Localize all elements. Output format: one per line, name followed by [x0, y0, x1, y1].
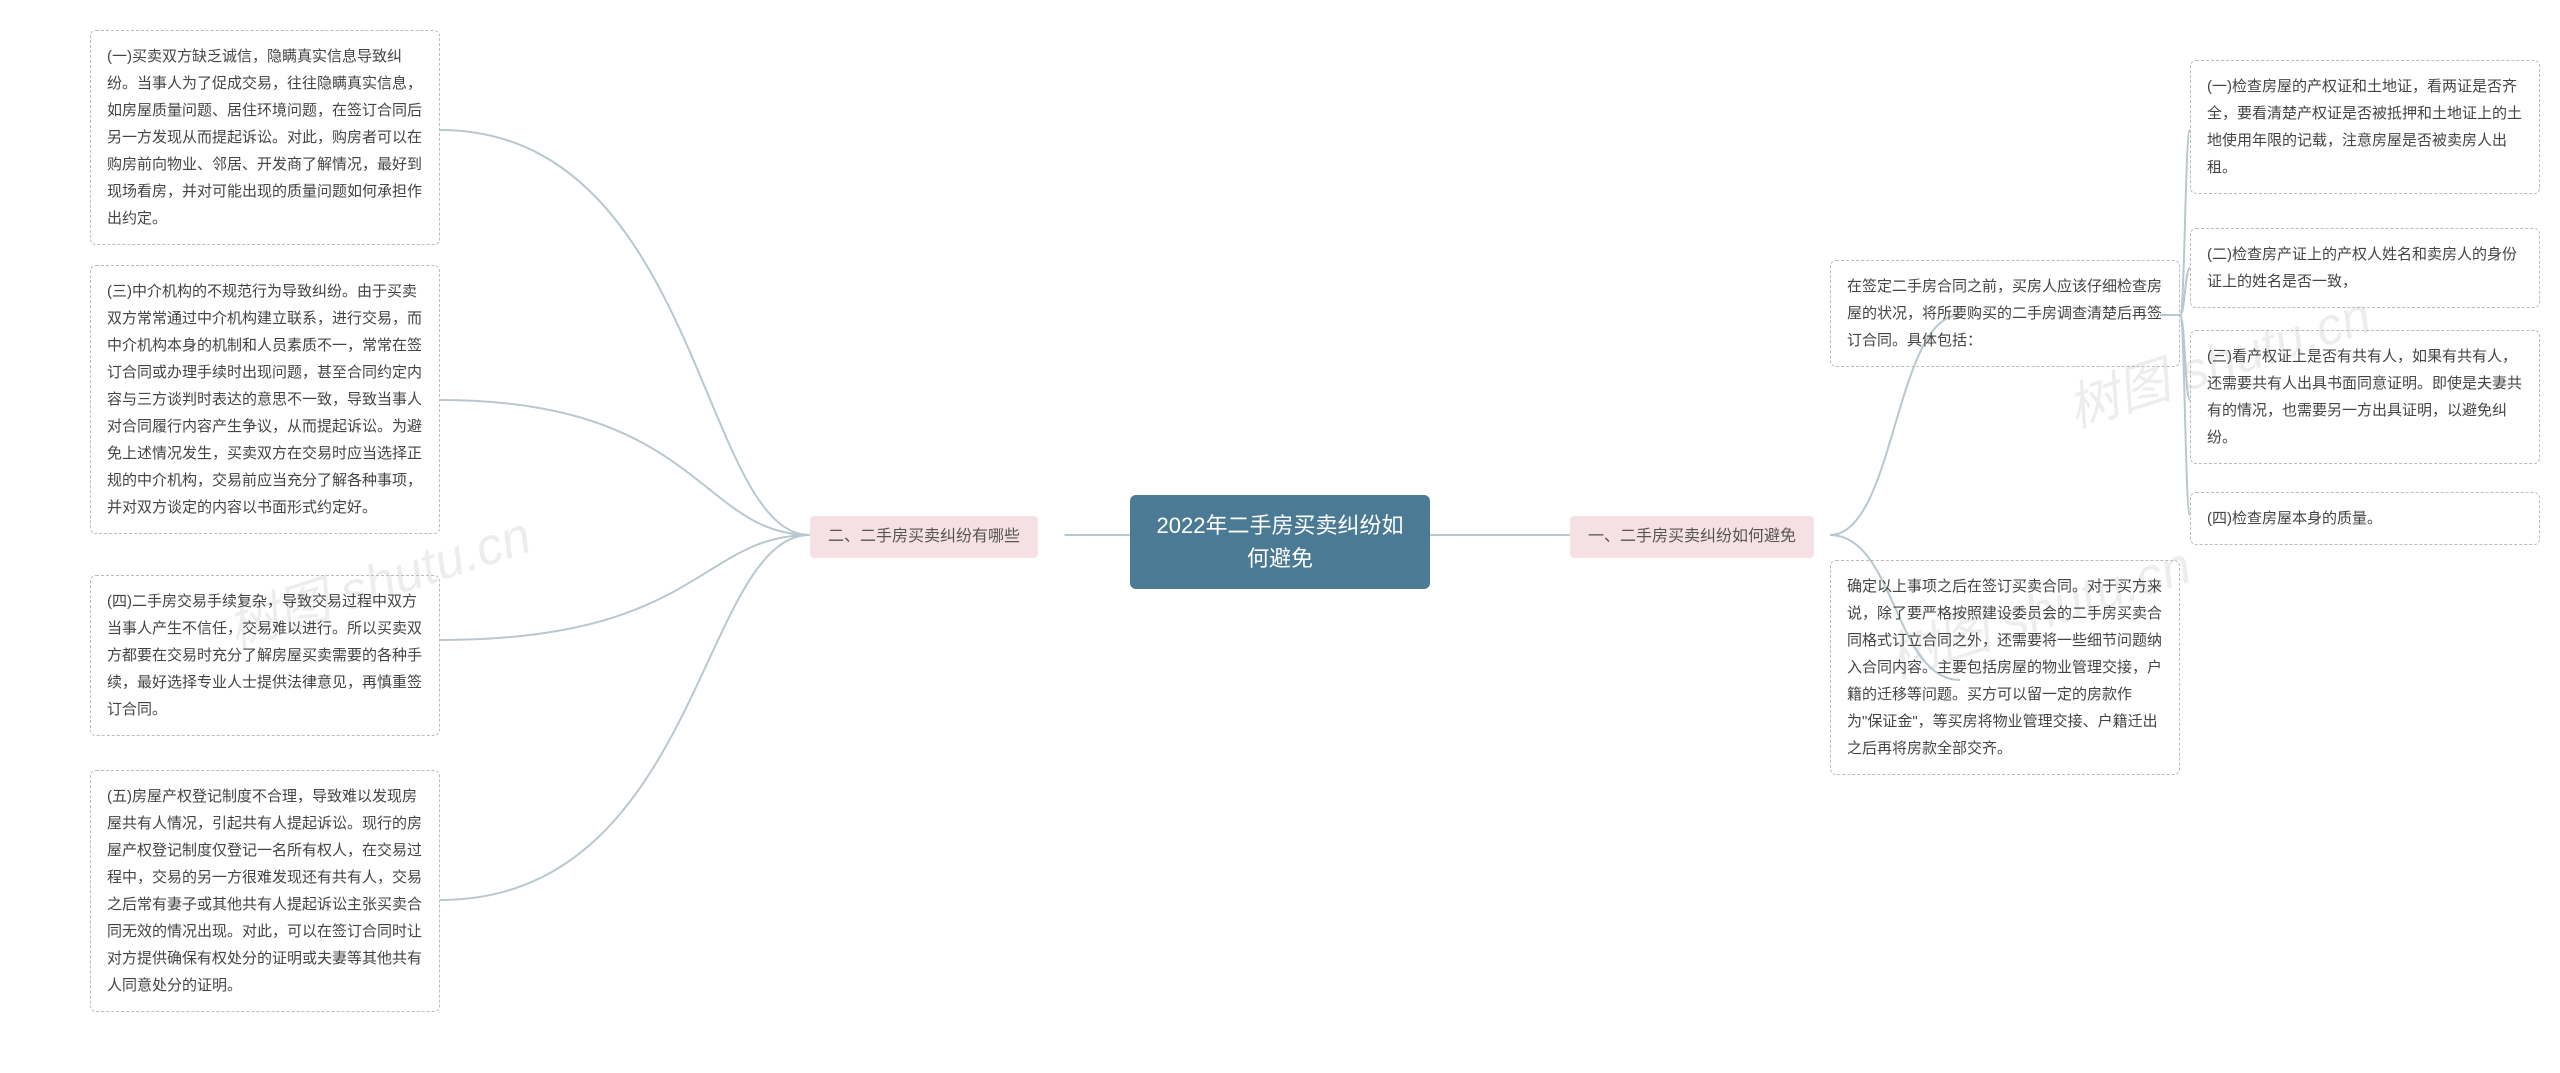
right-leaf-4[interactable]: (四)检查房屋本身的质量。: [2190, 492, 2540, 545]
right-leaf-1[interactable]: (一)检查房屋的产权证和土地证，看两证是否齐全，要看清楚产权证是否被抵押和土地证…: [2190, 60, 2540, 194]
branch-right-label: 一、二手房买卖纠纷如何避免: [1588, 528, 1796, 545]
left-leaf-4[interactable]: (五)房屋产权登记制度不合理，导致难以发现房屋共有人情况，引起共有人提起诉讼。现…: [90, 770, 440, 1012]
left-leaf-2-text: (三)中介机构的不规范行为导致纠纷。由于买卖双方常常通过中介机构建立联系，进行交…: [107, 283, 422, 516]
branch-right[interactable]: 一、二手房买卖纠纷如何避免: [1570, 516, 1814, 558]
left-leaf-1[interactable]: (一)买卖双方缺乏诚信，隐瞒真实信息导致纠纷。当事人为了促成交易，往往隐瞒真实信…: [90, 30, 440, 245]
right-leaf-4-text: (四)检查房屋本身的质量。: [2207, 510, 2382, 527]
right-leaf-2[interactable]: (二)检查房产证上的产权人姓名和卖房人的身份证上的姓名是否一致，: [2190, 228, 2540, 308]
right-leaf-3-text: (三)看产权证上是否有共有人，如果有共有人，还需要共有人出具书面同意证明。即使是…: [2207, 348, 2522, 446]
right-leaf-3[interactable]: (三)看产权证上是否有共有人，如果有共有人，还需要共有人出具书面同意证明。即使是…: [2190, 330, 2540, 464]
left-leaf-4-text: (五)房屋产权登记制度不合理，导致难以发现房屋共有人情况，引起共有人提起诉讼。现…: [107, 788, 422, 994]
left-leaf-2[interactable]: (三)中介机构的不规范行为导致纠纷。由于买卖双方常常通过中介机构建立联系，进行交…: [90, 265, 440, 534]
branch-left-label: 二、二手房买卖纠纷有哪些: [828, 528, 1020, 545]
center-topic[interactable]: 2022年二手房买卖纠纷如何避免: [1130, 495, 1430, 589]
center-label: 2022年二手房买卖纠纷如何避免: [1157, 513, 1404, 571]
right-mid-1[interactable]: 在签定二手房合同之前，买房人应该仔细检查房屋的状况，将所要购买的二手房调查清楚后…: [1830, 260, 2180, 367]
left-leaf-3[interactable]: (四)二手房交易手续复杂，导致交易过程中双方当事人产生不信任，交易难以进行。所以…: [90, 575, 440, 736]
right-mid-2-text: 确定以上事项之后在签订买卖合同。对于买方来说，除了要严格按照建设委员会的二手房买…: [1847, 578, 2162, 757]
right-mid-2[interactable]: 确定以上事项之后在签订买卖合同。对于买方来说，除了要严格按照建设委员会的二手房买…: [1830, 560, 2180, 775]
branch-left[interactable]: 二、二手房买卖纠纷有哪些: [810, 516, 1038, 558]
right-mid-1-text: 在签定二手房合同之前，买房人应该仔细检查房屋的状况，将所要购买的二手房调查清楚后…: [1847, 278, 2162, 349]
right-leaf-2-text: (二)检查房产证上的产权人姓名和卖房人的身份证上的姓名是否一致，: [2207, 246, 2517, 290]
right-leaf-1-text: (一)检查房屋的产权证和土地证，看两证是否齐全，要看清楚产权证是否被抵押和土地证…: [2207, 78, 2522, 176]
left-leaf-3-text: (四)二手房交易手续复杂，导致交易过程中双方当事人产生不信任，交易难以进行。所以…: [107, 593, 422, 718]
left-leaf-1-text: (一)买卖双方缺乏诚信，隐瞒真实信息导致纠纷。当事人为了促成交易，往往隐瞒真实信…: [107, 48, 422, 227]
